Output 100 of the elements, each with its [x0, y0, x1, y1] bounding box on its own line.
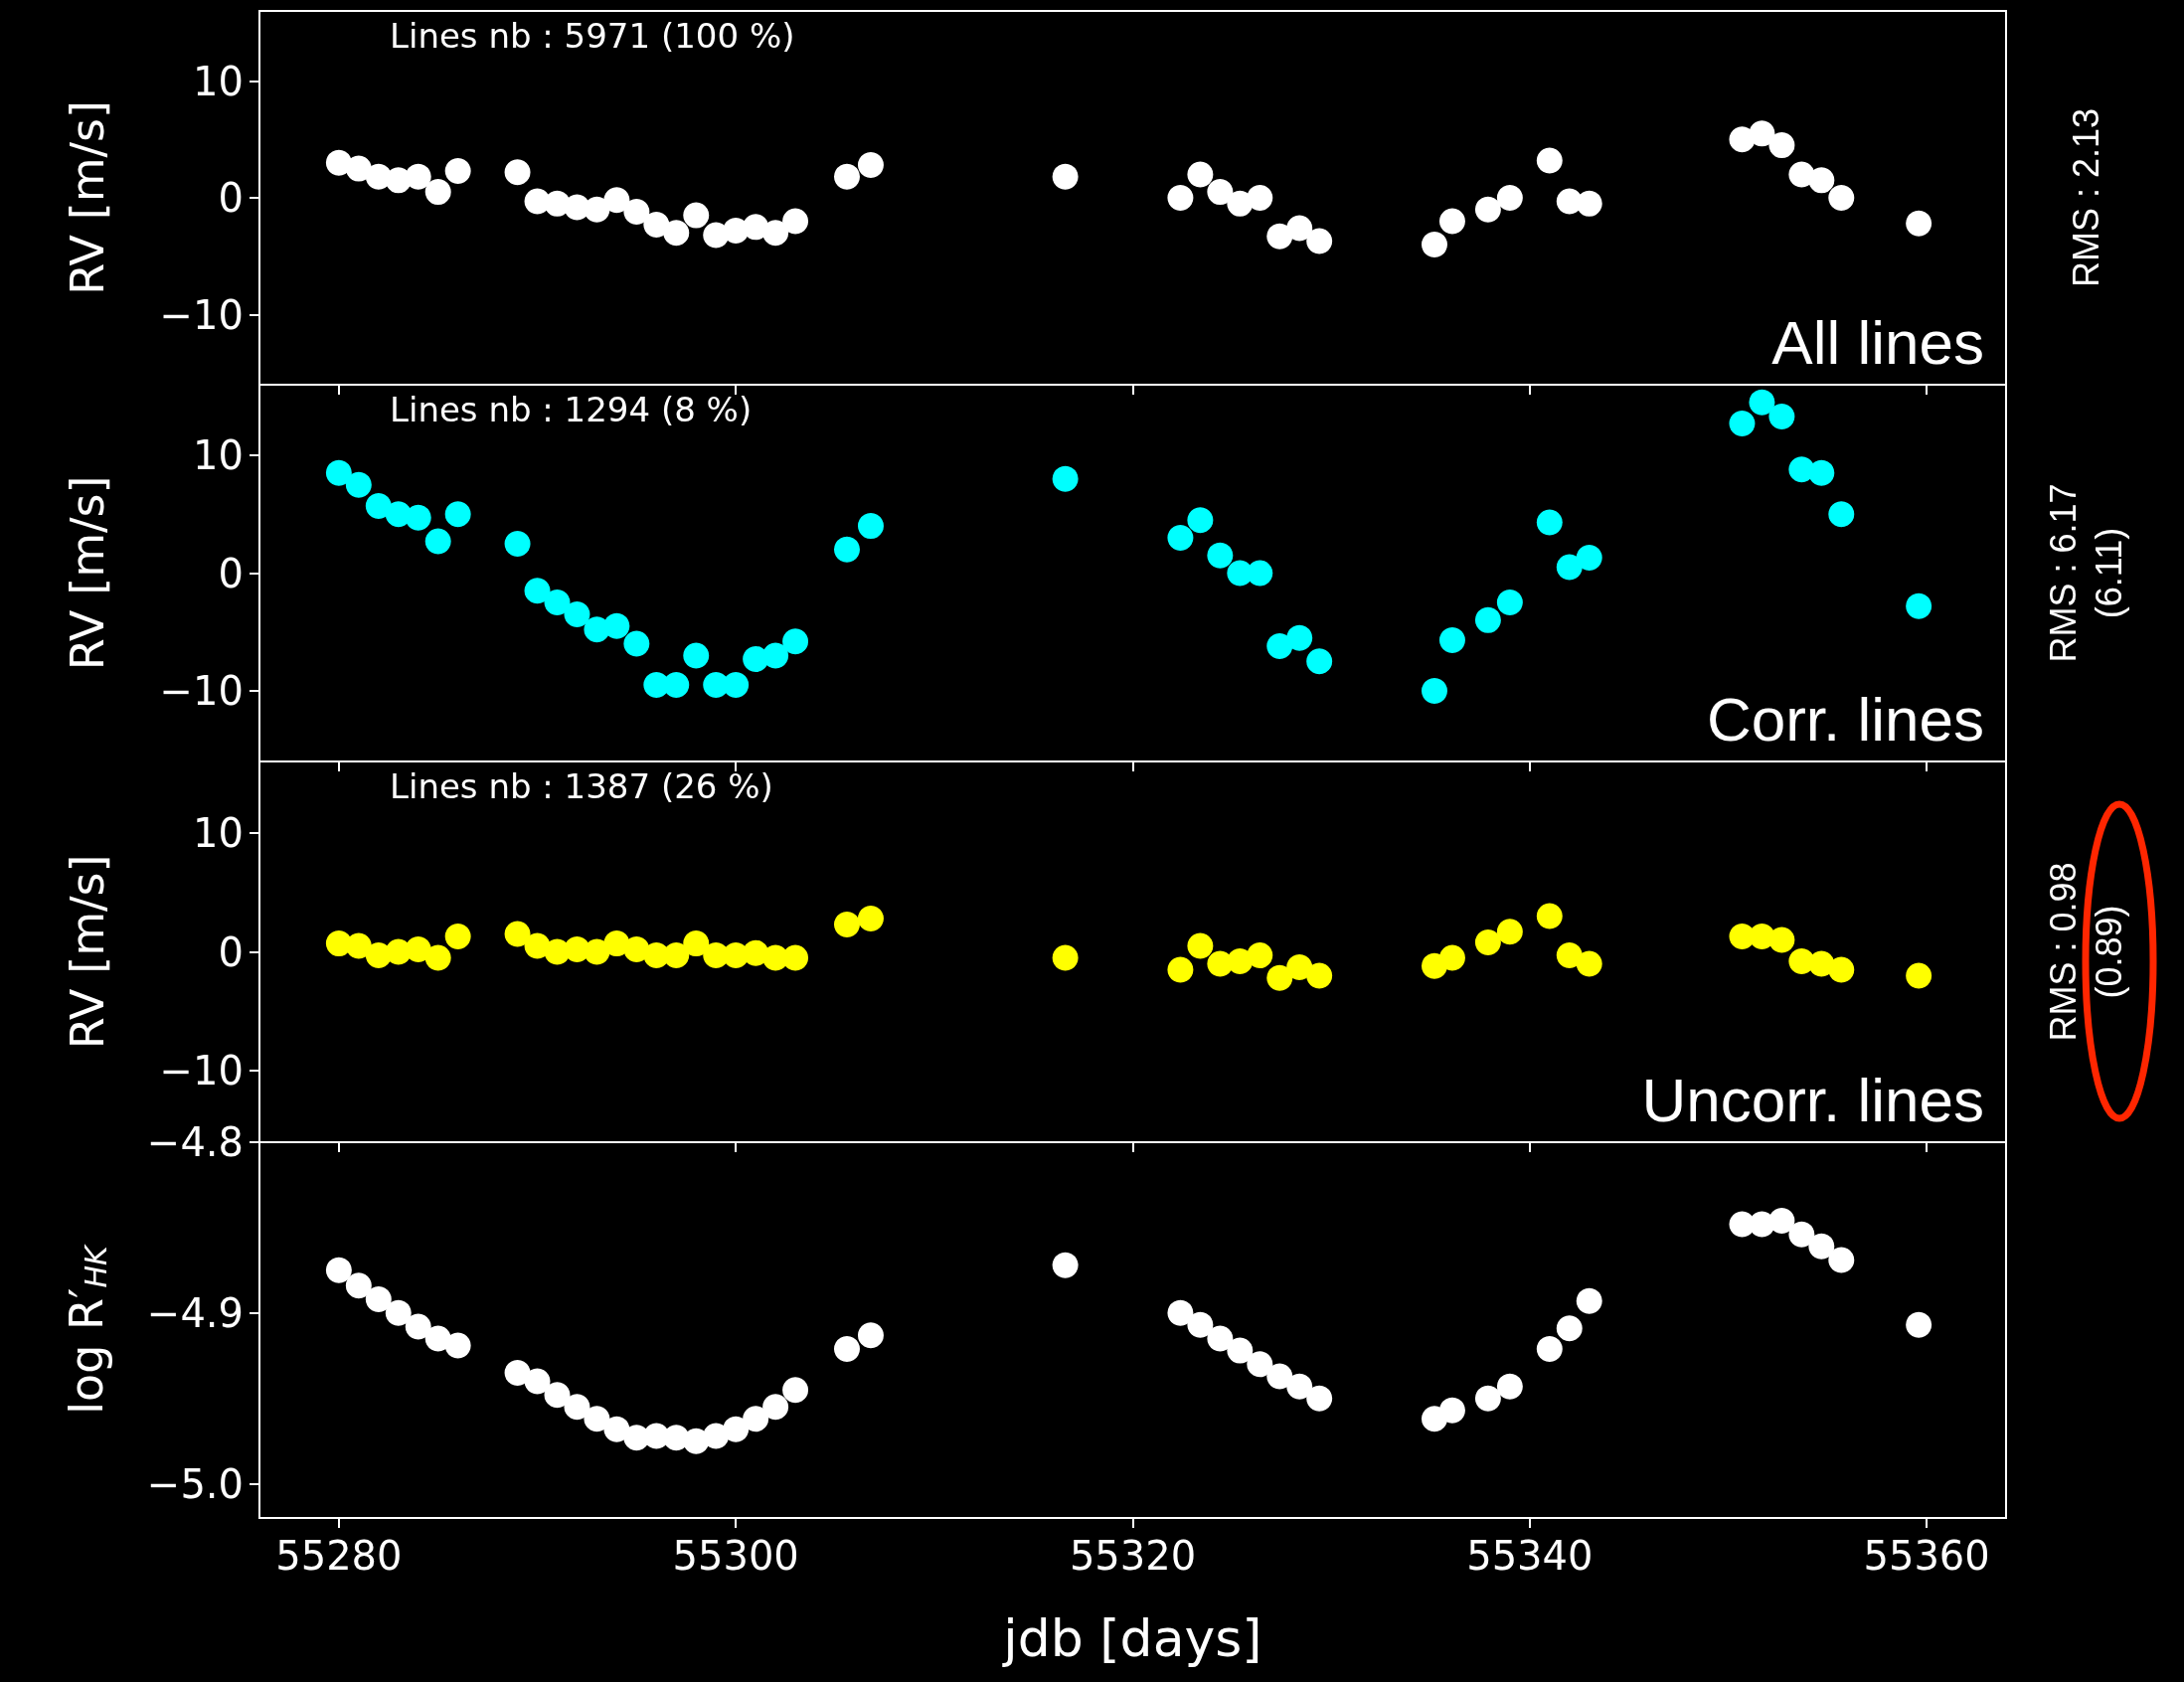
point: [1749, 120, 1775, 147]
x-tick-label: 55320: [1069, 1533, 1197, 1579]
y-axis-title: RV [m/s]: [61, 100, 114, 295]
point: [405, 1313, 431, 1340]
point: [1556, 942, 1583, 969]
point: [1187, 507, 1214, 534]
point: [663, 672, 690, 699]
point: [834, 163, 860, 190]
point: [365, 493, 392, 519]
point: [1167, 956, 1194, 983]
annotation: Lines nb : 1294 (8 %): [390, 390, 753, 429]
point: [1556, 554, 1583, 581]
point: [683, 642, 710, 669]
y-axis-title: RV [m/s]: [61, 475, 114, 671]
point: [782, 1377, 809, 1404]
point: [444, 157, 471, 184]
point: [345, 932, 372, 959]
point: [743, 214, 769, 241]
point: [1187, 1311, 1214, 1338]
y-tick-label: −4.9: [146, 1289, 244, 1336]
point: [1808, 1233, 1835, 1260]
point: [1474, 928, 1501, 955]
y-tick-label: −5.0: [146, 1460, 244, 1507]
point: [1187, 932, 1214, 959]
point: [1422, 677, 1447, 704]
annotation: Lines nb : 1387 (26 %): [390, 766, 773, 806]
point: [405, 504, 431, 531]
point: [1768, 132, 1795, 159]
point: [1207, 1325, 1234, 1352]
point: [1474, 606, 1501, 633]
y-axis-title: log R′HK: [60, 1243, 113, 1415]
point: [1828, 501, 1855, 528]
point: [623, 630, 650, 657]
point: [524, 578, 551, 604]
point: [504, 921, 531, 947]
point: [1576, 190, 1602, 217]
point: [762, 642, 789, 669]
point: [1768, 926, 1795, 953]
point: [1306, 648, 1333, 675]
text: RMS : 0.98 (0.89): [2042, 862, 2129, 1042]
point: [1247, 560, 1273, 587]
point: [1207, 179, 1234, 206]
point: [524, 1368, 551, 1395]
point: [1167, 524, 1194, 551]
point: [683, 930, 710, 957]
point: [1438, 627, 1465, 653]
point: [1576, 950, 1602, 977]
point: [1906, 1311, 1932, 1338]
point: [1536, 1335, 1563, 1362]
point: [1729, 126, 1756, 153]
point: [405, 936, 431, 963]
point: [857, 152, 884, 179]
point: [1306, 962, 1333, 989]
point: [1052, 465, 1079, 492]
point: [1474, 1385, 1501, 1412]
y-tick-label: 0: [218, 550, 244, 596]
point: [857, 905, 884, 931]
point: [1266, 223, 1293, 250]
point: [1247, 185, 1273, 211]
point: [564, 1394, 590, 1421]
point: [603, 187, 630, 214]
point: [1729, 411, 1756, 437]
point: [1052, 944, 1079, 971]
point: [834, 911, 860, 937]
x-axis-title: jdb [days]: [1002, 1608, 1262, 1668]
point: [1906, 592, 1932, 619]
point: [1496, 185, 1523, 211]
point: [325, 459, 352, 486]
point: [1167, 1299, 1194, 1326]
point: [1496, 1373, 1523, 1400]
point: [663, 942, 690, 969]
x-tick-label: 55360: [1863, 1533, 1990, 1579]
point: [623, 199, 650, 226]
point: [444, 1332, 471, 1359]
point: [544, 1382, 571, 1409]
point: [1906, 210, 1932, 237]
point: [683, 202, 710, 229]
point: [723, 1416, 750, 1442]
point: [325, 1257, 352, 1283]
point: [782, 944, 809, 971]
x-tick-label: 55340: [1466, 1533, 1594, 1579]
point: [743, 1406, 769, 1432]
point: [564, 600, 590, 627]
point: [345, 471, 372, 498]
point: [444, 501, 471, 528]
annotation: All lines: [1771, 307, 1984, 377]
point: [1247, 1351, 1273, 1378]
point: [623, 936, 650, 963]
x-tick-label: 55280: [275, 1533, 403, 1579]
point: [1788, 1221, 1815, 1248]
point: [345, 155, 372, 182]
point: [1266, 964, 1293, 991]
point: [424, 944, 451, 971]
point: [703, 1423, 730, 1449]
point: [782, 628, 809, 655]
annotation: Lines nb : 5971 (100 %): [390, 16, 795, 56]
point: [762, 1394, 789, 1421]
y-tick-label: −10: [159, 1048, 244, 1094]
y-tick-label: 10: [193, 809, 244, 856]
point: [1576, 1287, 1602, 1314]
